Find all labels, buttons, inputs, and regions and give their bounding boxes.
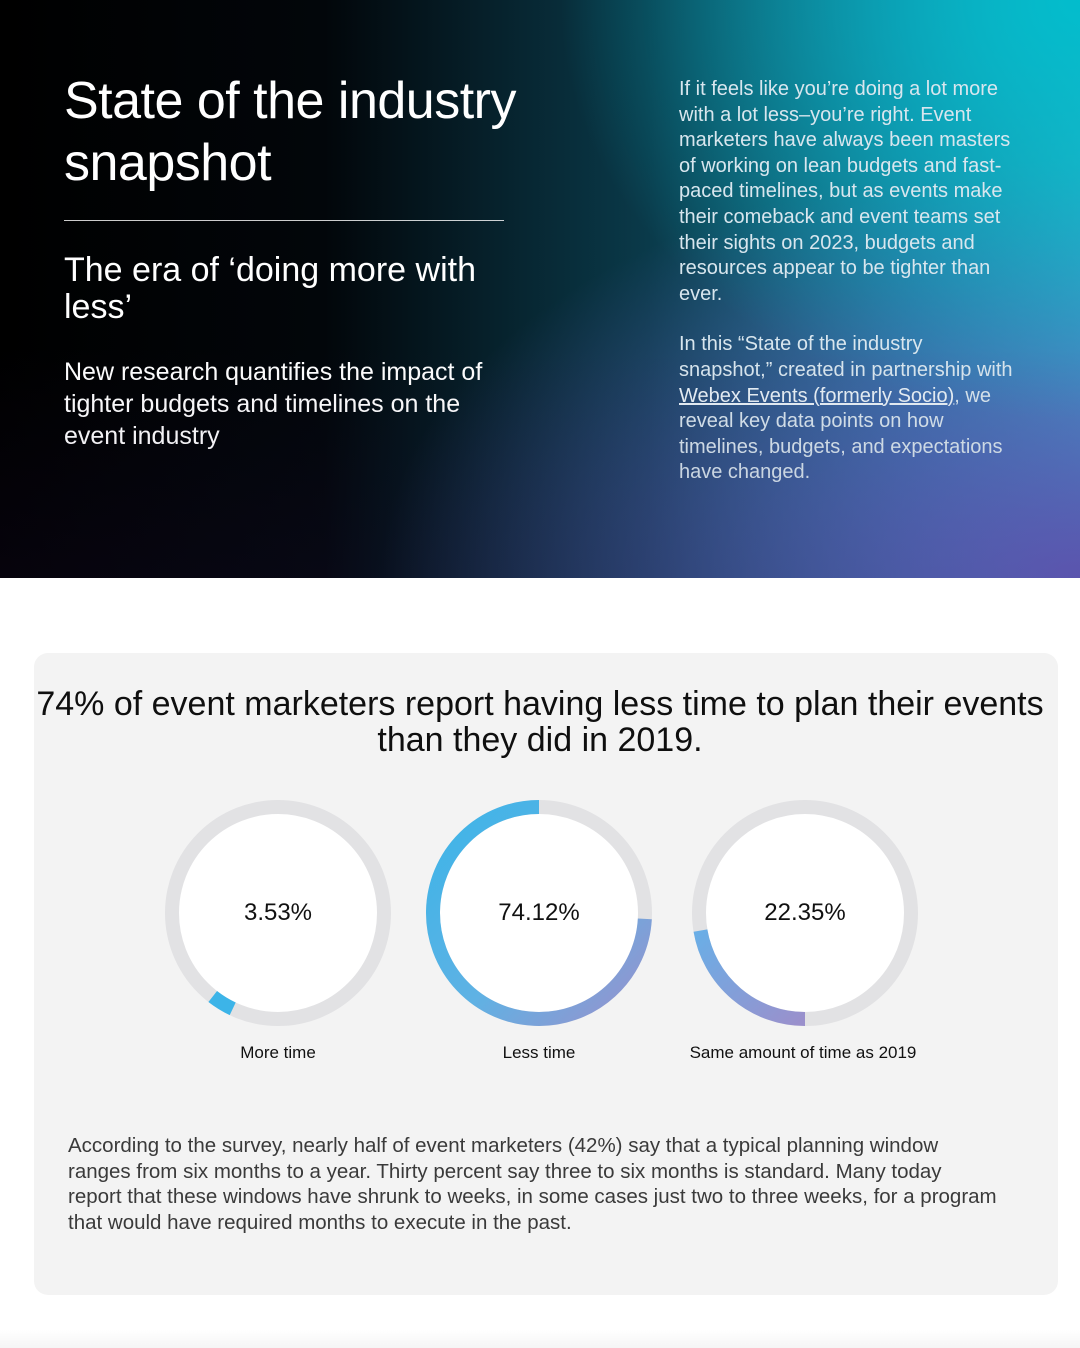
webex-events-link[interactable]: Webex Events (formerly Socio) — [679, 384, 955, 407]
donut-arc — [208, 990, 236, 1016]
hero-banner: State of the industry snapshot The era o… — [0, 0, 1080, 578]
donut-ring — [426, 800, 652, 1026]
donut-label: Same amount of time as 2019 — [689, 1043, 917, 1062]
donut-value: 22.35% — [764, 899, 846, 926]
donut-face — [699, 807, 911, 1019]
title-divider — [64, 220, 504, 221]
donut-same-time: 22.35% — [690, 798, 920, 1028]
donut-value: 3.53% — [243, 899, 313, 926]
hero-body: If it feels like you’re doing a lot more… — [679, 77, 1019, 511]
hero-subtitle: The era of ‘doing more with less’ — [64, 251, 476, 326]
donut-more-time: 3.53% — [163, 798, 393, 1028]
hero-body-text-after-link: , we reveal key data points on how timel… — [679, 384, 1003, 484]
hero-lead: New research quantifies the impact of ti… — [64, 358, 483, 450]
donut-less-time: 74.12% — [424, 798, 654, 1028]
page-title: State of the industry snapshot — [64, 72, 517, 192]
donut-label: Less time — [502, 1043, 576, 1062]
hero-body-paragraph-2: In this “State of the industry snapshot,… — [679, 332, 1019, 486]
hero-body-paragraph-1: If it feels like you’re doing a lot more… — [679, 78, 1011, 305]
donut-ring — [692, 800, 918, 1026]
donut-track — [165, 800, 391, 1026]
donut-ring — [165, 800, 391, 1026]
donut-face — [433, 807, 645, 1019]
donut-label: More time — [240, 1043, 316, 1062]
donut-arc — [693, 929, 806, 1026]
donut-value: 74.12% — [498, 899, 580, 926]
page-bottom-edge — [0, 1330, 1080, 1348]
hero-body-text-before-link: In this “State of the industry snapshot,… — [679, 333, 1013, 381]
donut-face — [172, 807, 384, 1019]
stats-headline: 74% of event marketers report having les… — [36, 685, 1044, 759]
donut-arc — [426, 800, 652, 1026]
stats-body: According to the survey, nearly half of … — [68, 1134, 997, 1235]
